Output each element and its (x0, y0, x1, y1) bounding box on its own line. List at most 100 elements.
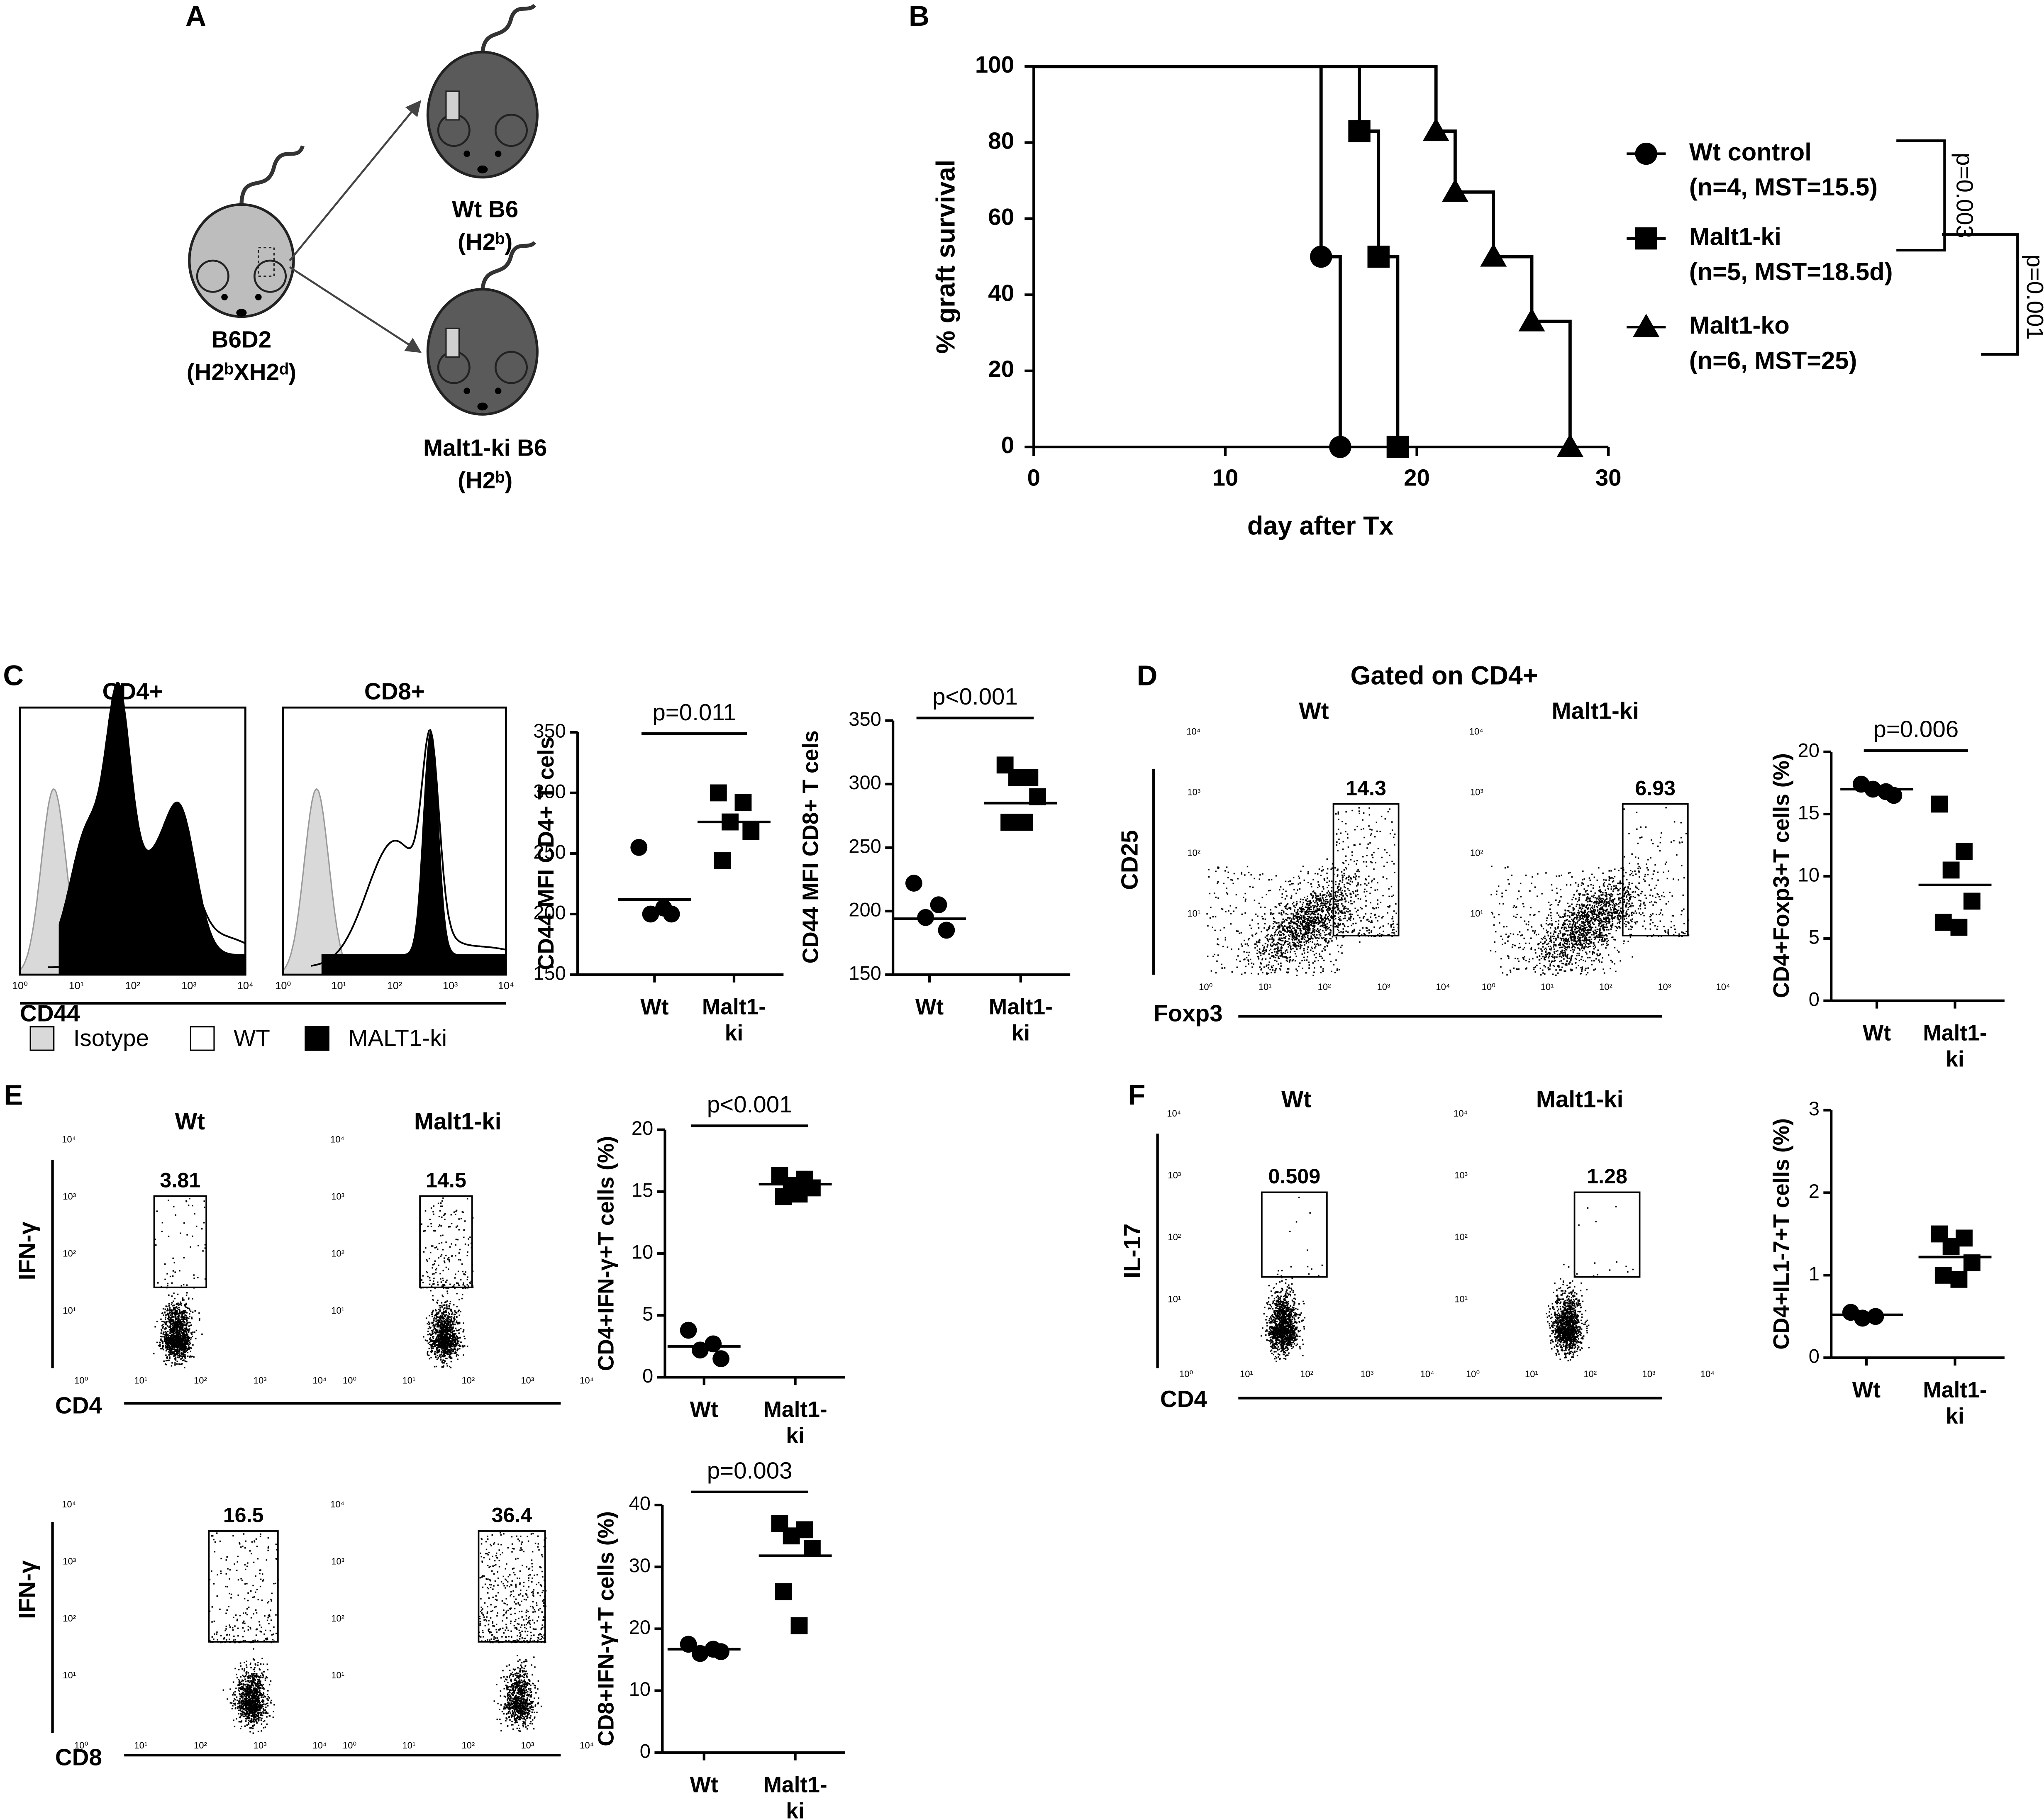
dot (1392, 916, 1393, 917)
dot (1293, 945, 1295, 947)
dot (1630, 929, 1632, 930)
dot (1582, 925, 1584, 927)
dot (1563, 923, 1565, 925)
dot (1276, 934, 1278, 936)
dot (1288, 926, 1289, 928)
dot (1567, 930, 1569, 931)
dot (1389, 808, 1390, 810)
dot (1326, 938, 1327, 939)
dot (1322, 905, 1324, 906)
dot (1563, 958, 1565, 960)
dot (1562, 940, 1564, 942)
dot (1619, 881, 1621, 883)
dot (1377, 903, 1378, 905)
x-tick-label: 10⁰ (1199, 982, 1212, 992)
dot (1575, 962, 1576, 964)
dot (183, 1335, 185, 1337)
legend-label: WT (234, 1025, 270, 1051)
dot (168, 1342, 170, 1344)
dot (1296, 934, 1298, 936)
dot (1303, 950, 1305, 951)
dot (1310, 941, 1311, 942)
dot (1610, 928, 1612, 930)
dot (1553, 944, 1555, 946)
dot (1554, 956, 1556, 958)
dot (1353, 901, 1355, 903)
dot (1310, 939, 1311, 940)
dot (1305, 931, 1307, 933)
dot (1554, 958, 1556, 960)
dot (1395, 912, 1397, 914)
dot (1325, 900, 1327, 902)
dot (1266, 929, 1268, 931)
dot (1391, 829, 1393, 831)
dot (1290, 931, 1293, 933)
dot (1559, 956, 1560, 958)
dot (1365, 900, 1367, 902)
y-tick-label: 10 (629, 1678, 651, 1700)
dot (1302, 903, 1303, 905)
dot (1616, 904, 1618, 906)
y-axis-label: CD4+IFN-γ+T cells (%) (594, 1136, 618, 1371)
dot (1310, 900, 1311, 902)
dot (164, 1339, 166, 1340)
dot (1534, 931, 1536, 933)
dot (1573, 920, 1574, 922)
dot (1620, 897, 1622, 899)
dot (1299, 918, 1300, 919)
dot (1571, 903, 1573, 905)
dot (1317, 960, 1320, 961)
dot (1584, 969, 1586, 971)
y-tick-label: 10³ (1470, 787, 1483, 797)
dot (1563, 927, 1565, 928)
dot (1548, 969, 1550, 970)
dot (1608, 905, 1610, 907)
dot (190, 1332, 192, 1334)
dot (1548, 914, 1549, 916)
dot (1603, 898, 1605, 900)
dot (1610, 870, 1612, 872)
dot (1517, 968, 1518, 970)
dot (1328, 894, 1329, 896)
dot (1308, 916, 1310, 918)
dot (1276, 951, 1278, 953)
dot (1290, 949, 1292, 951)
dot (1322, 899, 1324, 900)
dot (1264, 951, 1266, 953)
dot (1564, 915, 1566, 917)
dot (1591, 912, 1593, 914)
dot (1263, 966, 1265, 968)
dot (1606, 944, 1608, 946)
dot (1520, 935, 1522, 936)
dot (1584, 914, 1585, 916)
x-tick-label: Malt1-ki (1923, 1378, 1987, 1429)
dot (1338, 883, 1340, 885)
dot (1359, 898, 1361, 900)
dot (1305, 918, 1306, 920)
dot (1600, 912, 1603, 913)
dot (1643, 902, 1645, 903)
dot (1258, 940, 1260, 942)
dot (180, 1330, 182, 1332)
dot (1268, 964, 1270, 966)
dot (187, 1323, 189, 1324)
dot (1312, 895, 1315, 897)
dot (1285, 936, 1287, 937)
dot (186, 1344, 188, 1345)
dot (1289, 922, 1291, 924)
dot (1543, 937, 1544, 939)
dot (1274, 959, 1276, 961)
dot (190, 1310, 192, 1312)
dot (1374, 914, 1376, 915)
dot (167, 1312, 169, 1314)
dot (1357, 869, 1359, 871)
dot (1603, 919, 1605, 920)
dot (1620, 907, 1622, 909)
dot (1281, 910, 1283, 912)
dot (1629, 874, 1631, 876)
dot (1316, 917, 1317, 919)
dot (1587, 946, 1589, 948)
dot (1323, 888, 1324, 890)
dot (182, 1353, 183, 1355)
label: (H2ᵇXH2ᵈ) (187, 359, 296, 385)
